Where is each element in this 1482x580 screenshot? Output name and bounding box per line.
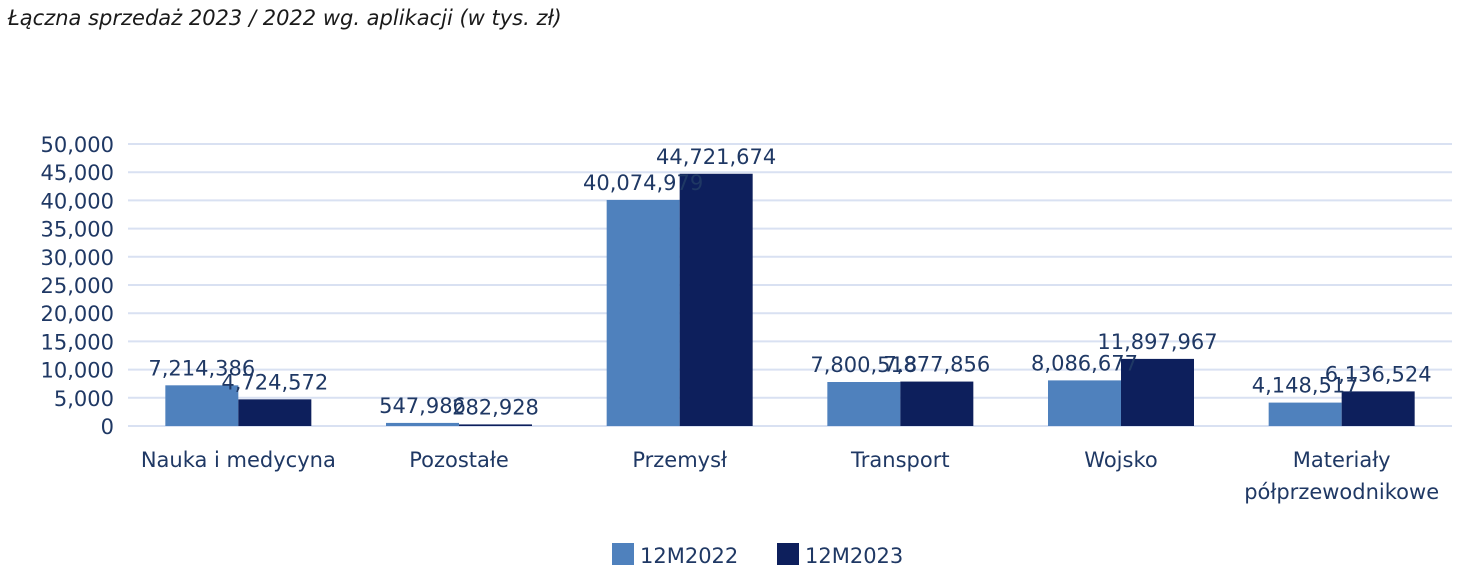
gridlines [128,143,1452,427]
category-label: Pozostałe [409,448,509,472]
category-label: Wojsko [1084,448,1157,472]
bar-12m2023[interactable] [459,424,532,426]
category-label: Transport [850,448,950,472]
bar-12m2023[interactable] [679,173,753,426]
bar-12m2022[interactable] [1268,402,1342,426]
bar-12m2022[interactable] [827,382,901,426]
bar-12m2023[interactable] [900,381,974,426]
data-label: 547,986 [379,394,466,418]
category-label: półprzewodnikowe [1244,480,1439,504]
y-tick-label: 10,000 [41,359,114,383]
y-tick-label: 50,000 [41,133,114,157]
legend-swatch[interactable] [612,543,634,565]
y-tick-label: 40,000 [41,189,114,213]
bar-12m2022[interactable] [1048,380,1121,426]
legend-label[interactable]: 12M2022 [640,544,738,568]
data-label: 7,877,856 [883,353,990,377]
legend-label[interactable]: 12M2023 [805,544,903,568]
bar-12m2022[interactable] [606,199,680,426]
data-label: 40,074,979 [583,171,703,195]
bars [165,173,1415,426]
legend[interactable]: 12M2022 12M2023 [612,543,903,568]
data-label: 4,724,572 [221,370,328,394]
data-label: 8,086,677 [1031,351,1138,375]
x-axis: Nauka i medycyna Pozostałe Przemysł Transpo… [141,448,1439,504]
data-label: 6,136,524 [1325,362,1432,386]
data-label: 44,721,674 [656,145,776,169]
data-label: 4,148,517 [1252,374,1359,398]
data-label: 11,897,967 [1097,330,1217,354]
chart-title: Łączna sprzedaż 2023 / 2022 wg. aplikacj… [8,6,562,30]
data-label: 282,928 [452,395,539,419]
y-tick-label: 20,000 [41,302,114,326]
category-label: Nauka i medycyna [141,448,336,472]
y-tick-label: 30,000 [41,246,114,270]
bar-12m2022[interactable] [386,422,459,426]
data-label: 7,800,518 [810,353,917,377]
bar-12m2023[interactable] [1121,358,1194,426]
category-label: Materiały [1293,448,1391,472]
bar-12m2023[interactable] [1341,391,1415,426]
y-tick-label: 25,000 [41,274,114,298]
data-label: 7,214,386 [148,356,255,380]
y-tick-label: 0 [101,415,114,439]
bar-12m2023[interactable] [238,399,312,426]
legend-swatch[interactable] [777,543,799,565]
y-tick-label: 35,000 [41,218,114,242]
y-tick-label: 5,000 [54,387,114,411]
y-axis: 0 5,000 10,000 15,000 20,000 25,000 30,000 35,0… [41,133,114,439]
y-tick-label: 45,000 [41,161,114,185]
y-tick-label: 15,000 [41,330,114,354]
category-label: Przemysł [632,448,727,472]
bar-12m2022[interactable] [165,385,239,426]
